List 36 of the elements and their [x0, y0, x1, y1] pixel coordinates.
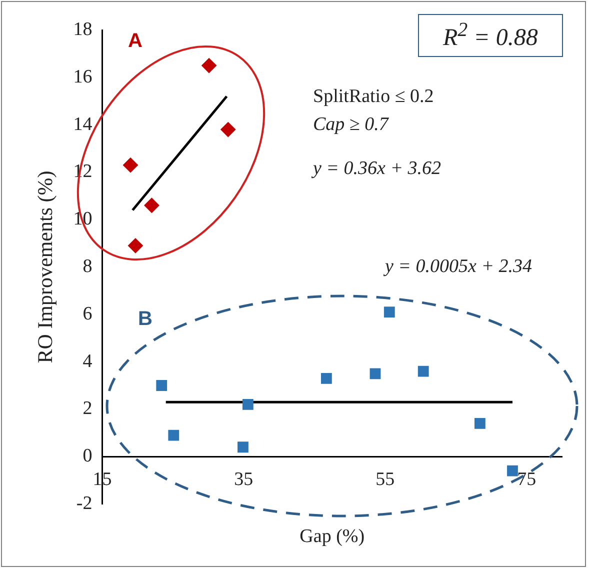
point [122, 158, 138, 173]
y-tick-label: 18 [73, 18, 92, 40]
point [320, 372, 332, 384]
point [144, 198, 160, 213]
y-tick-label: -2 [76, 492, 92, 514]
y-tick-label: 6 [82, 303, 92, 324]
point [238, 442, 248, 453]
point [384, 306, 395, 318]
y-tick-label: 2 [82, 398, 92, 420]
y-tick-label: 14 [73, 114, 93, 135]
point [168, 430, 180, 441]
y-tick-label: 16 [73, 66, 92, 88]
y-tick-label: 4 [82, 350, 93, 372]
annotation: R$^{2}$ = 0.88 [418, 14, 563, 57]
annotation: y = 0.36x + 3.62 [313, 158, 442, 180]
annotation: Cap ≥ 0.7 [313, 114, 388, 136]
x-tick-label: 55 [376, 468, 395, 490]
annotation: SplitRatio ≤ 0.2 [313, 86, 434, 108]
y-tick-label: 8 [82, 256, 92, 277]
annotation: A [128, 30, 142, 53]
x-tick-label: 75 [517, 468, 536, 490]
y-tick-label: 0 [82, 446, 92, 467]
point [220, 122, 236, 138]
y-axis-title: RO Improvements (%) [33, 170, 58, 364]
point [242, 399, 254, 410]
point [418, 366, 429, 377]
point [202, 58, 217, 74]
x-axis-title: Gap (%) [300, 526, 365, 547]
point [507, 465, 518, 476]
point [370, 368, 381, 380]
x-tick-label: 35 [234, 468, 254, 490]
annotation: B [138, 308, 152, 331]
point [128, 238, 143, 254]
annotation: y = 0.0005x + 2.34 [385, 256, 532, 278]
point [474, 418, 486, 429]
point [156, 380, 168, 391]
